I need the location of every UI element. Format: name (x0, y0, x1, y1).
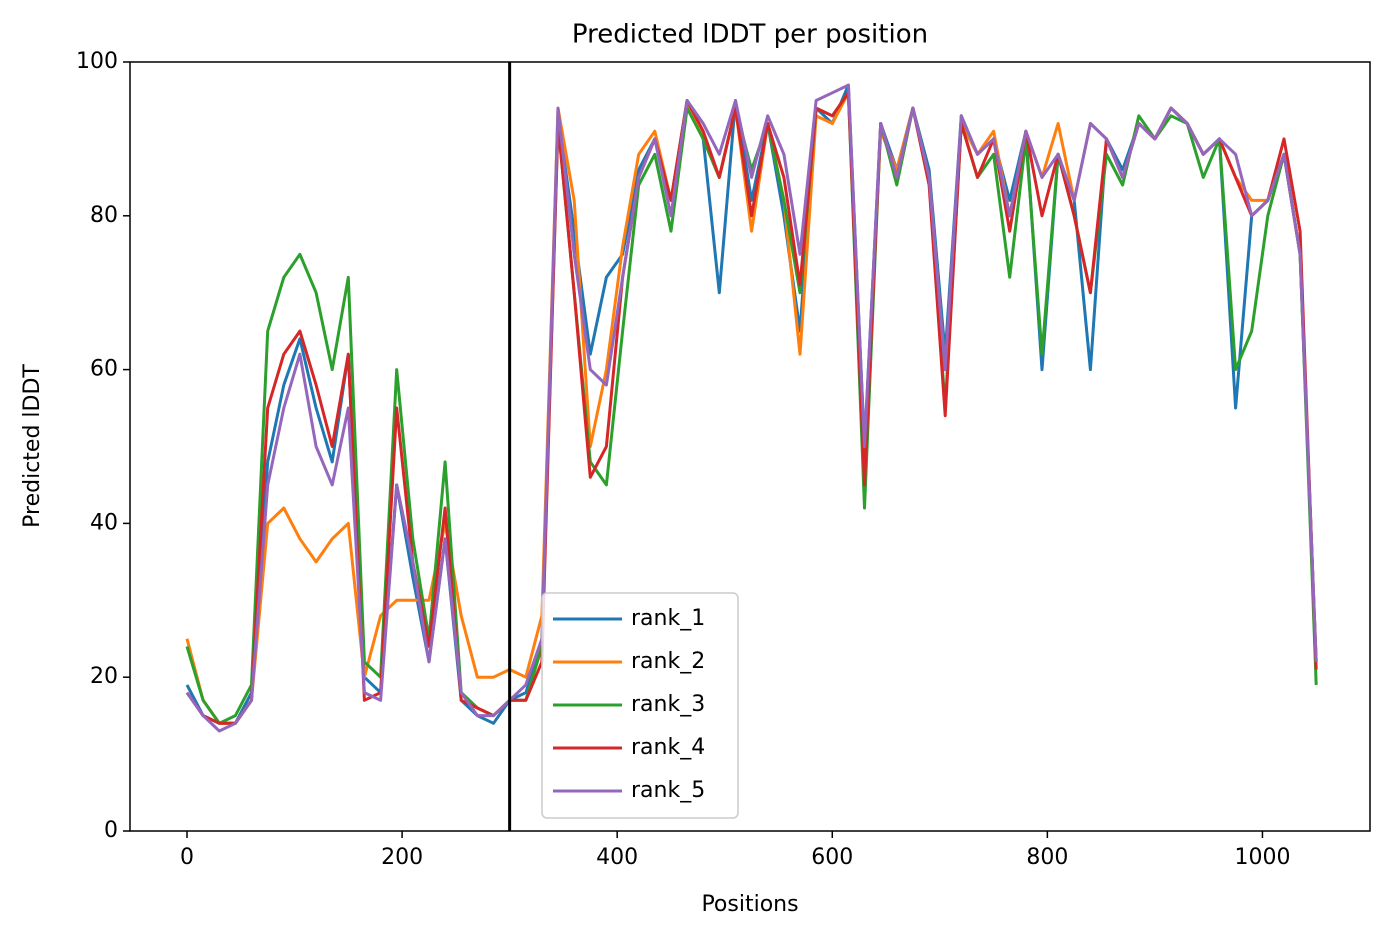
legend-label: rank_1 (631, 606, 705, 631)
legend-label: rank_2 (631, 649, 705, 674)
chart-title: Predicted lDDT per position (572, 20, 928, 50)
x-tick-label: 400 (596, 845, 638, 870)
series-line (185, 91, 1318, 725)
series-line (185, 91, 1318, 725)
x-tick-label: 1000 (1234, 845, 1290, 870)
y-tick-label: 20 (90, 664, 118, 689)
x-tick-label: 0 (180, 845, 194, 870)
series-line (185, 83, 1318, 725)
y-tick-label: 80 (90, 203, 118, 228)
series-line (185, 91, 1318, 725)
legend-label: rank_3 (631, 692, 705, 717)
x-tick-label: 800 (1026, 845, 1068, 870)
legend: rank_1 rank_2 rank_3 rank_4 rank_5 (541, 592, 739, 819)
y-tick-label: 60 (90, 357, 118, 382)
y-tick-label: 0 (104, 818, 118, 843)
plot-frame (129, 61, 1371, 832)
y-tick-label: 40 (90, 510, 118, 535)
x-tick-label: 600 (811, 845, 853, 870)
legend-label: rank_5 (631, 778, 705, 803)
series-line (185, 83, 1318, 733)
x-tick-label: 200 (381, 845, 423, 870)
legend-label: rank_4 (631, 735, 705, 760)
y-axis-label: Predicted lDDT (20, 364, 45, 528)
legend-box (541, 592, 739, 819)
x-axis-label: Positions (701, 892, 798, 917)
y-tick-label: 100 (76, 49, 118, 74)
